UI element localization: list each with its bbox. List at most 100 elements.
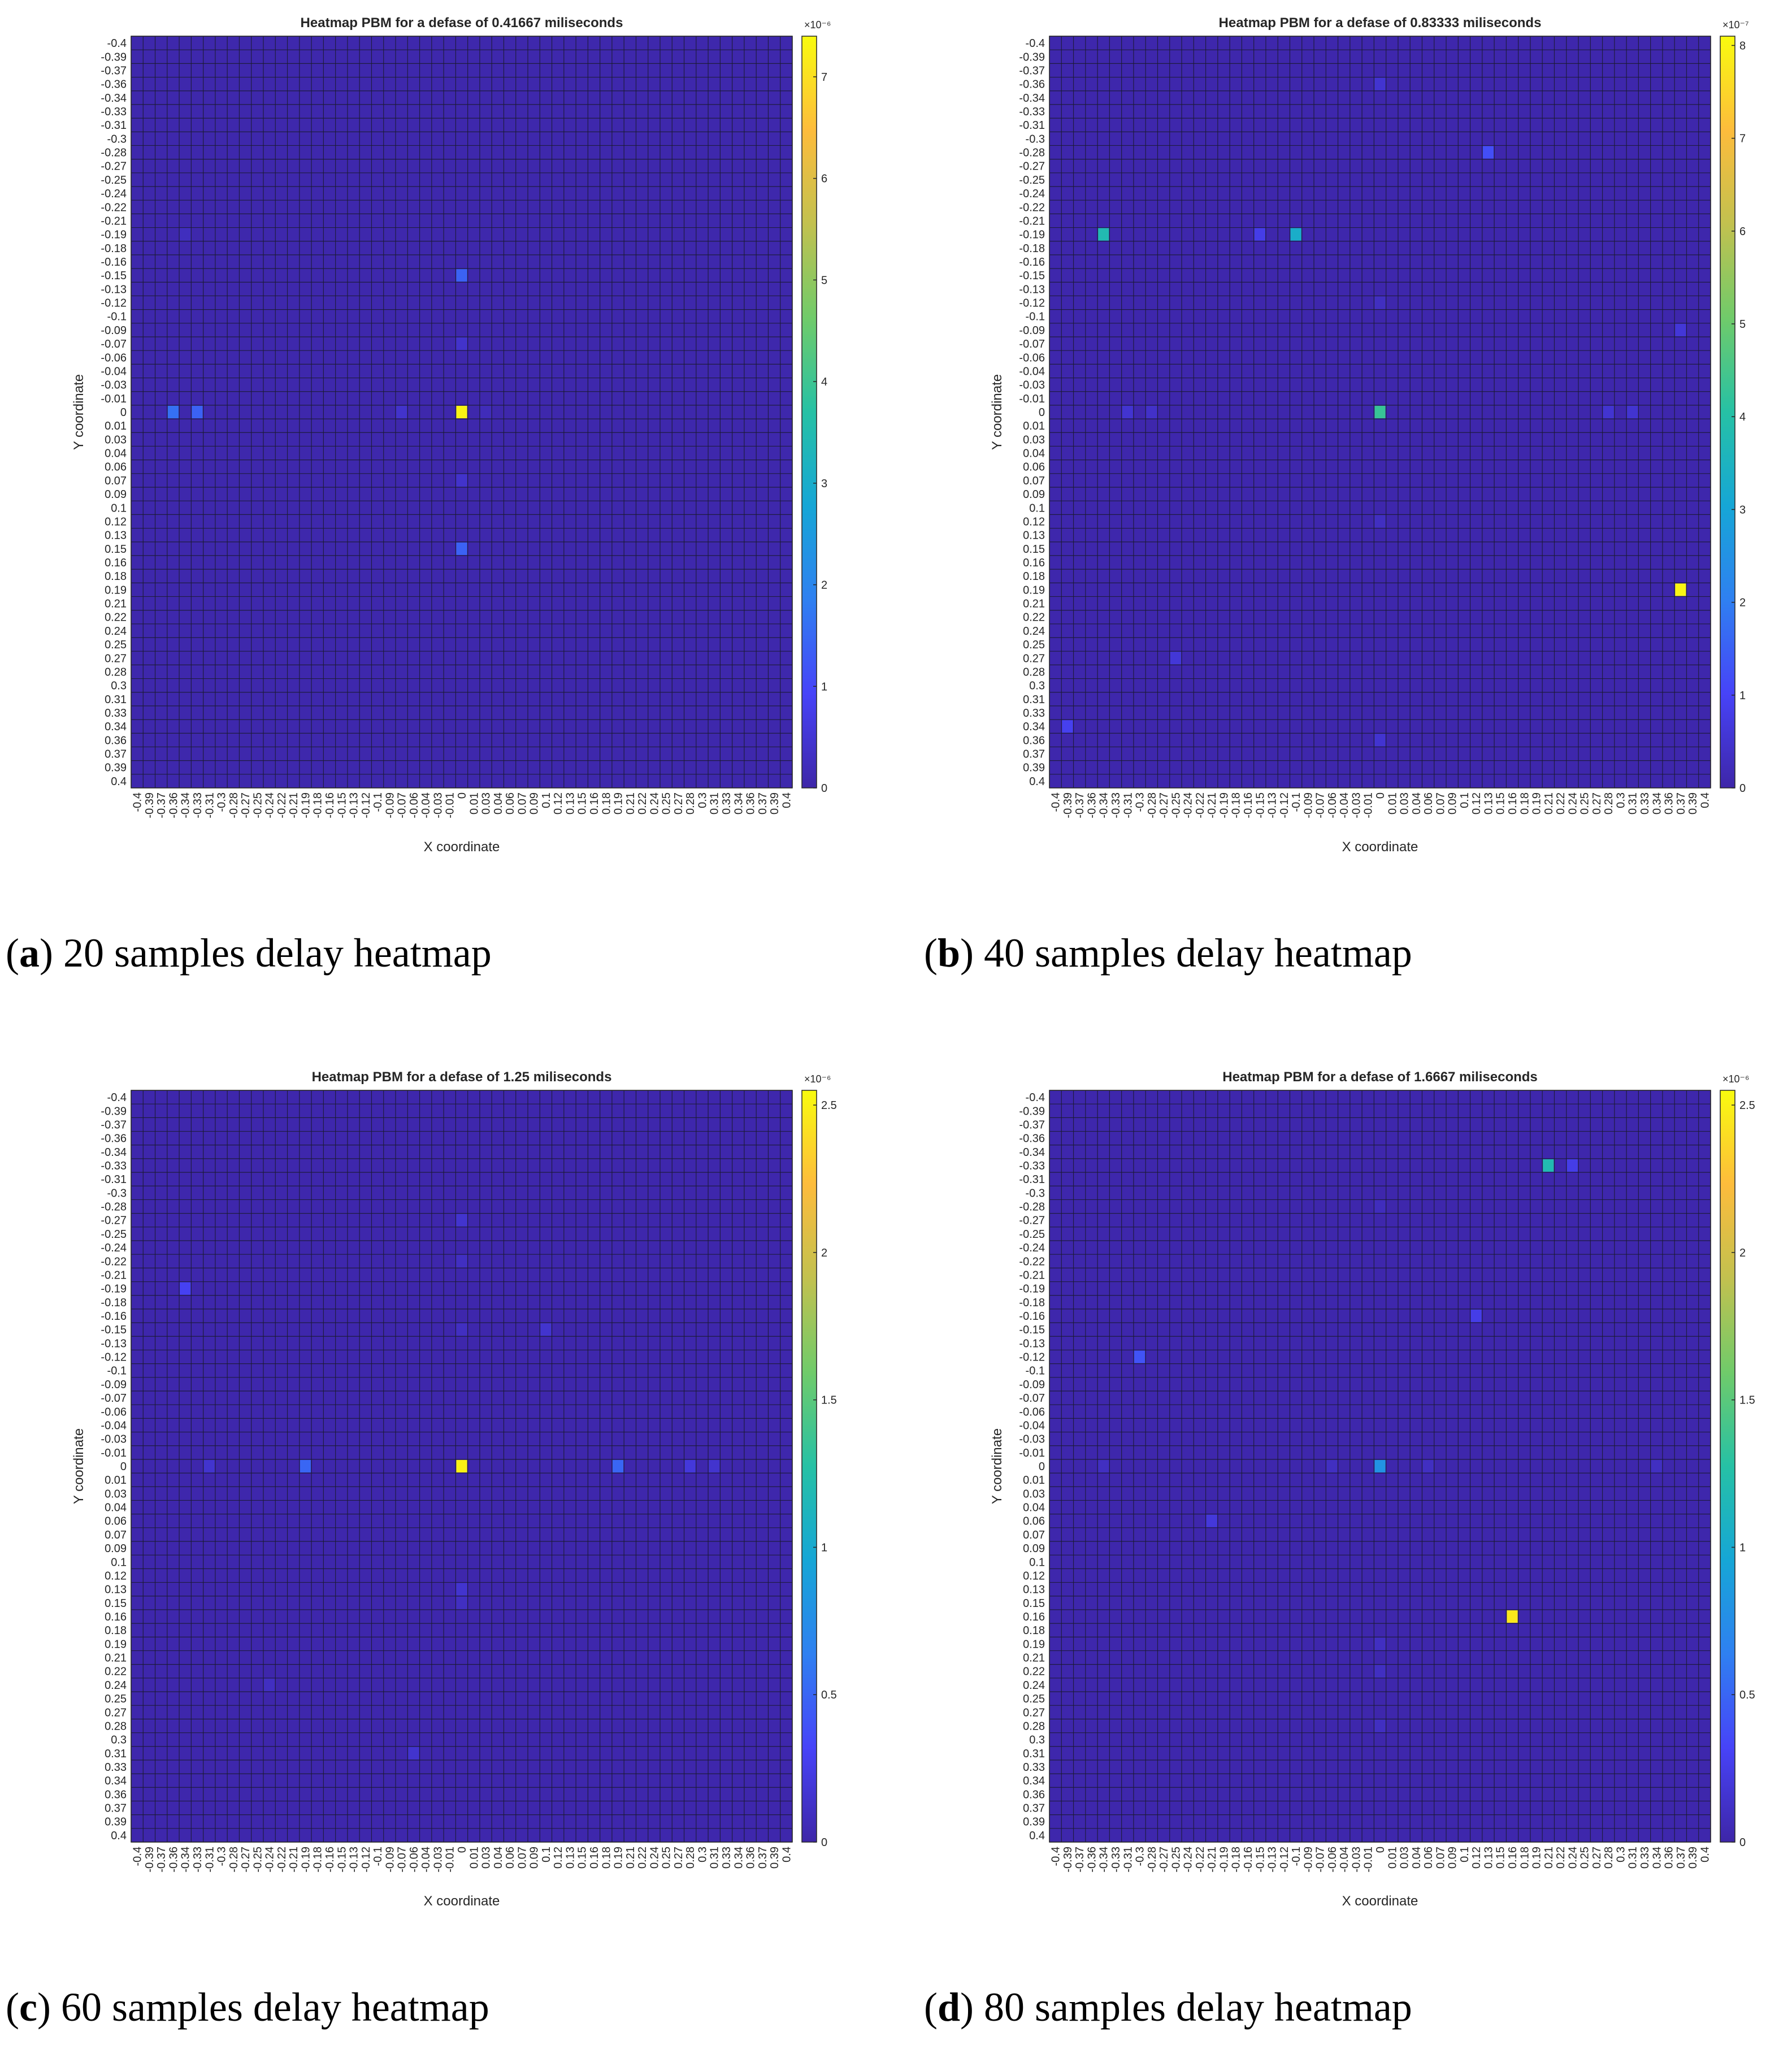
x-tick-label: 0.39 [1687, 1847, 1699, 1869]
y-tick-label: -0.24 [101, 188, 127, 200]
x-tick-label: 0.36 [1663, 1847, 1676, 1869]
y-tick-label: 0.4 [111, 775, 127, 788]
x-tick-label: 0 [456, 792, 468, 799]
y-tick-label: -0.18 [1019, 242, 1045, 255]
y-tick-label: 0.3 [1029, 680, 1045, 692]
colorbar-tick-label: 5 [821, 274, 827, 287]
chart-title: Heatmap PBM for a defase of 0.41667 mili… [301, 15, 623, 31]
y-tick-label: -0.27 [1019, 161, 1045, 173]
colorbar-tick-label: 0 [821, 782, 827, 795]
x-tick-label: 0.37 [757, 1847, 769, 1869]
colorbar-tick-label: 0.5 [821, 1689, 837, 1701]
y-tick-label: 0.24 [105, 1679, 127, 1692]
heatmap-cell [456, 269, 467, 282]
y-tick-label: -0.25 [101, 1228, 127, 1241]
x-tick-label: -0.01 [444, 1847, 457, 1873]
x-tick-label: 0.07 [1434, 792, 1447, 814]
x-tick-label: -0.16 [324, 1847, 336, 1873]
heatmap-cell [456, 542, 467, 555]
x-tick-label: 0.13 [564, 792, 576, 814]
colorbar-tick-label: 8 [1739, 40, 1746, 52]
x-tick-label: 0.12 [552, 1847, 565, 1869]
heatmap-cell [408, 1747, 419, 1760]
y-tick-label: 0.13 [105, 1584, 127, 1596]
y-tick-label: 0.04 [1023, 448, 1045, 460]
y-tick-label: 0.34 [105, 1775, 127, 1787]
y-tick-label: -0.18 [1019, 1297, 1045, 1309]
x-tick-label: -0.04 [420, 1847, 432, 1873]
y-tick-label: 0.25 [1023, 639, 1045, 651]
x-tick-label: 0.16 [1507, 792, 1519, 814]
y-tick-label: 0.33 [105, 1761, 127, 1774]
caption-d: (d) 80 samples delay heatmap [924, 1985, 1412, 2030]
y-tick-label: -0.19 [101, 229, 127, 241]
colorbar-tick-label: 1 [821, 681, 827, 693]
heatmap-cell [300, 1459, 311, 1473]
y-tick-label: -0.01 [1019, 393, 1045, 405]
y-tick-label: 0.37 [1023, 1803, 1045, 1815]
y-tick-label: 0.27 [1023, 1706, 1045, 1719]
y-tick-label: 0.27 [1023, 652, 1045, 665]
x-tick-label: -0.16 [1242, 1847, 1255, 1873]
x-tick-label: 0.33 [1639, 792, 1651, 814]
x-tick-label: 0.15 [1495, 1847, 1507, 1869]
heatmap-cell [1374, 1665, 1386, 1678]
heatmap-a: Heatmap PBM for a defase of 0.41667 mili… [71, 15, 831, 855]
y-tick-label: 0.01 [105, 420, 127, 432]
y-tick-label: 0.07 [105, 1529, 127, 1541]
colorbar-tick-label: 1.5 [1739, 1394, 1755, 1407]
y-tick-label: -0.07 [101, 338, 127, 350]
x-tick-label: 0.24 [648, 1847, 661, 1869]
x-tick-label: 0.06 [504, 1847, 517, 1869]
y-tick-label: -0.37 [1019, 1119, 1045, 1131]
x-tick-label: 0.03 [1399, 1847, 1411, 1869]
heatmap-cell [1675, 323, 1686, 336]
heatmap-cell [1603, 405, 1614, 419]
y-tick-label: -0.16 [101, 1310, 127, 1323]
x-tick-label: 0.09 [1447, 792, 1459, 814]
x-tick-label: -0.37 [155, 792, 168, 818]
x-tick-label: 0.25 [661, 1847, 673, 1869]
heatmap-cell [1122, 405, 1133, 419]
heatmap-b: Heatmap PBM for a defase of 0.83333 mili… [990, 15, 1749, 855]
x-tick-label: -0.39 [144, 1847, 156, 1873]
x-tick-label: 0.28 [684, 792, 697, 814]
x-tick-label: -0.33 [192, 792, 204, 818]
x-tick-label: 0.1 [540, 792, 553, 808]
y-tick-label: -0.24 [1019, 1242, 1045, 1254]
chart-title: Heatmap PBM for a defase of 0.83333 mili… [1219, 15, 1542, 31]
x-tick-label: -0.33 [1110, 792, 1122, 818]
heatmap-cell [1507, 1610, 1518, 1623]
y-tick-label: -0.28 [1019, 147, 1045, 159]
y-tick-label: 0.01 [1023, 1474, 1045, 1487]
y-tick-label: 0.33 [1023, 1761, 1045, 1774]
y-tick-label: 0 [120, 1461, 127, 1473]
x-tick-label: 0.07 [516, 792, 528, 814]
y-tick-label: -0.3 [107, 1187, 127, 1199]
x-tick-label: 0.24 [1567, 792, 1579, 814]
x-tick-label: -0.21 [288, 1847, 300, 1873]
x-tick-label: -0.15 [1254, 792, 1266, 818]
x-tick-label: 0.25 [1579, 792, 1591, 814]
x-tick-label: 0.06 [1422, 1847, 1435, 1869]
x-tick-label: 0.07 [1434, 1847, 1447, 1869]
colorbar-tick-label: 6 [1739, 226, 1746, 238]
x-tick-label: -0.3 [216, 1847, 228, 1866]
heatmap-cell [456, 1323, 467, 1336]
y-tick-label: -0.21 [101, 215, 127, 227]
y-tick-label: -0.03 [1019, 379, 1045, 392]
colorbar-tick-label: 1.5 [821, 1394, 837, 1407]
y-tick-label: 0.15 [105, 1597, 127, 1610]
x-tick-label: 0.13 [1482, 792, 1495, 814]
x-tick-label: -0.19 [1218, 792, 1230, 818]
y-tick-label: 0.24 [1023, 1679, 1045, 1692]
colorbar [1720, 1090, 1735, 1843]
y-tick-label: 0.16 [105, 557, 127, 569]
x-tick-label: -0.04 [1338, 1847, 1351, 1873]
y-tick-label: 0.19 [105, 584, 127, 596]
heatmap-cell [180, 228, 191, 241]
heatmap-cell [1134, 1350, 1146, 1363]
y-tick-label: -0.06 [101, 352, 127, 364]
x-tick-label: -0.18 [312, 792, 324, 818]
y-tick-label: -0.04 [1019, 365, 1045, 378]
